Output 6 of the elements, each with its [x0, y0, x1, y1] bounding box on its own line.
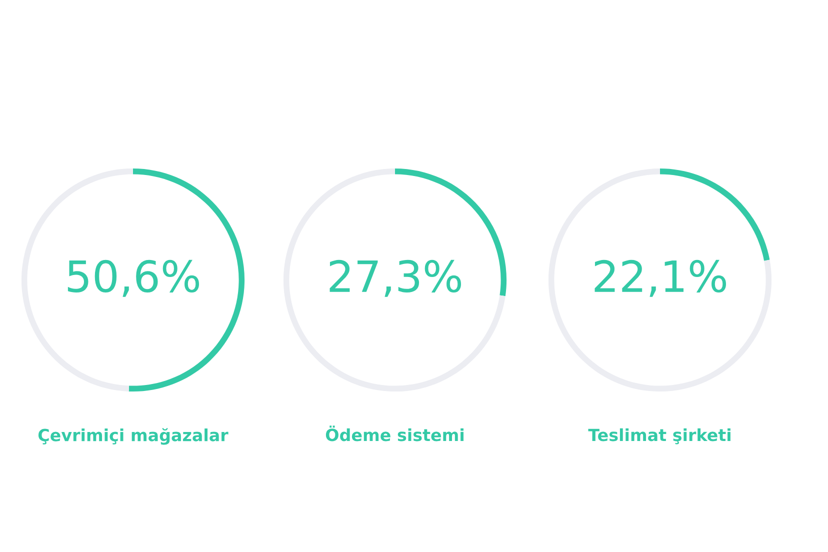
text: Teslimat şirketi — [588, 428, 730, 444]
text: Ödeme sistemi — [326, 426, 464, 442]
data-label: 27,3% — [330, 260, 462, 297]
text: Çevrimiçi mağazalar — [38, 428, 228, 445]
data-label: 22,1% — [594, 260, 726, 297]
data-label: 50,6% — [68, 260, 200, 297]
